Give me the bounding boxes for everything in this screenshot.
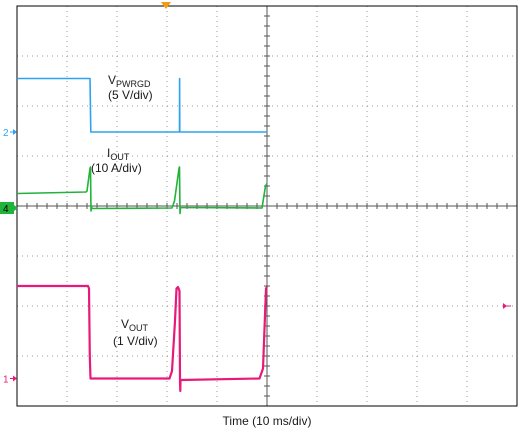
channel-4-tag (0, 202, 14, 214)
iout-label: IOUT (107, 146, 130, 162)
channel-markers: 2 4 1 (0, 128, 511, 386)
iout-scale-label: (10 A/div) (91, 161, 142, 175)
vout-label: VOUT (121, 317, 149, 333)
channel-1-right-arrow (503, 303, 507, 309)
channel-4-number: 4 (3, 204, 9, 215)
channel-2-number: 2 (3, 128, 9, 139)
channel-1-arrow (13, 375, 17, 382)
vpwrgd-trace (17, 77, 267, 133)
graticule (16, 5, 518, 407)
vpwrgd-label: VPWRGD (108, 73, 151, 89)
x-axis-label: Time (10 ms/div) (223, 414, 312, 428)
channel-2-arrow (13, 129, 17, 135)
channel-1-number: 1 (3, 375, 9, 386)
traces (16, 77, 268, 393)
channel-4-arrow (14, 205, 18, 211)
trigger-position-marker (161, 2, 171, 9)
vout-scale-label: (1 V/div) (113, 334, 158, 348)
vout-trace (17, 284, 268, 393)
vpwrgd-scale-label: (5 V/div) (108, 88, 153, 102)
plot-frame (16, 5, 518, 407)
iout-trace (16, 166, 268, 215)
